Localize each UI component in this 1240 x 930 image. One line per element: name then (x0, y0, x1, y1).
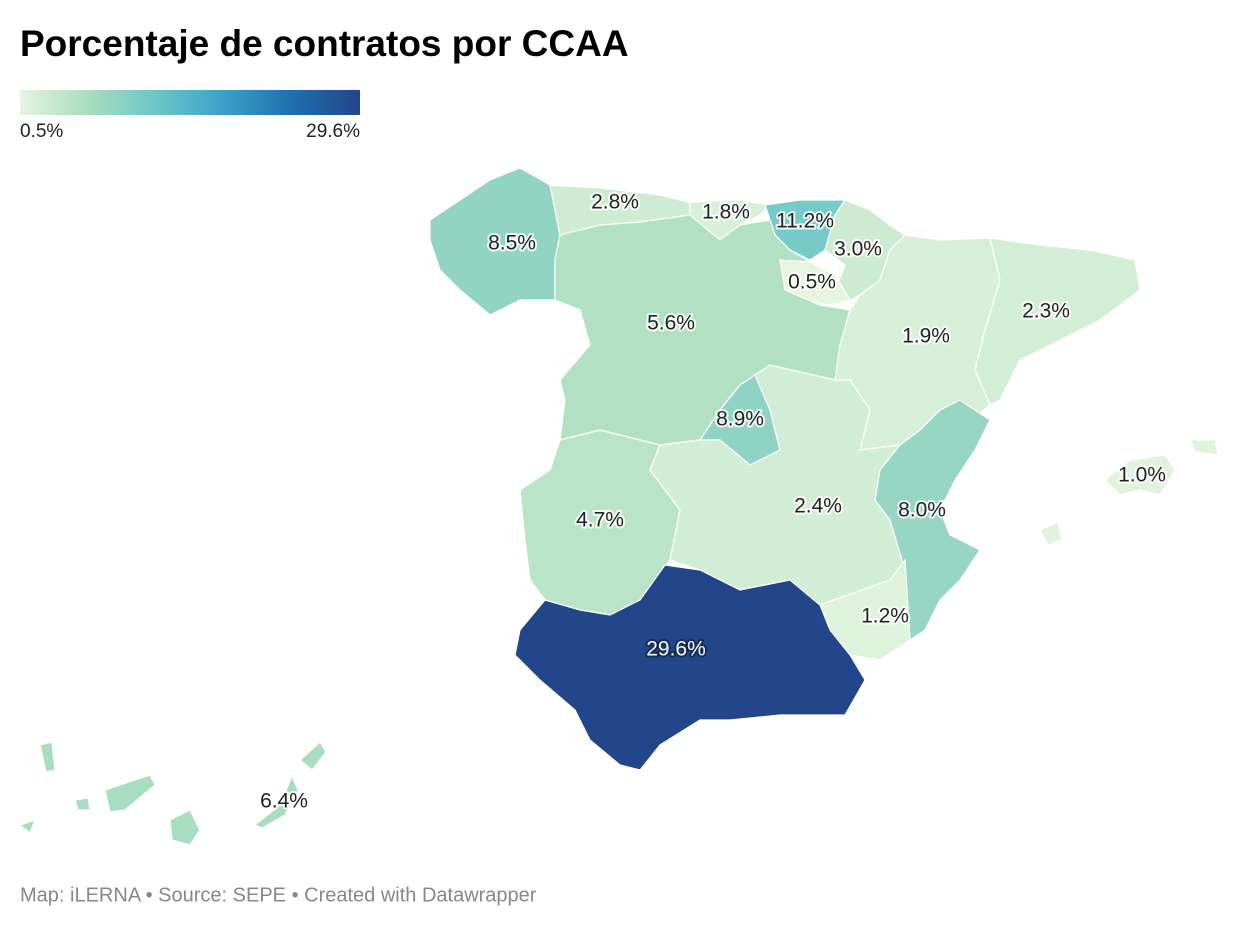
region-label: 1.0% (1118, 464, 1166, 487)
legend-max-label: 29.6% (306, 121, 360, 142)
region-label: 8.5% (488, 232, 536, 255)
region-label: 1.2% (861, 605, 909, 628)
legend-min-label: 0.5% (20, 121, 63, 142)
region-label: 11.2% (776, 210, 834, 233)
region-label: 5.6% (647, 312, 695, 335)
region-label: 2.8% (591, 191, 639, 214)
region (18, 741, 327, 846)
region-label: 3.0% (834, 238, 882, 261)
region-label: 0.5% (788, 271, 836, 294)
region-label: 2.4% (794, 495, 842, 518)
region (514, 564, 866, 771)
region (1039, 439, 1219, 546)
region-label: 6.4% (260, 790, 308, 813)
regions (18, 167, 1219, 846)
map-title: Porcentaje de contratos por CCAA (20, 23, 629, 64)
footer: Map: iLERNA • Source: SEPE • Created wit… (20, 884, 537, 906)
legend-gradient (20, 90, 360, 115)
region (874, 399, 991, 642)
region-labels: 8.5% 2.8% 1.8% 11.2%3.0% 0.5% 5.6% 1.9% 2.3% 8.9… (258, 189, 1168, 815)
region-label: 1.9% (902, 325, 950, 348)
region-label: 8.9% (716, 408, 764, 431)
region (974, 237, 1141, 406)
region-label: 4.7% (576, 509, 624, 532)
region-label: 8.0% (898, 499, 946, 522)
region-label: 29.6% (646, 638, 706, 661)
region-label: 1.8% (702, 201, 750, 224)
region-label: 2.3% (1022, 300, 1070, 323)
